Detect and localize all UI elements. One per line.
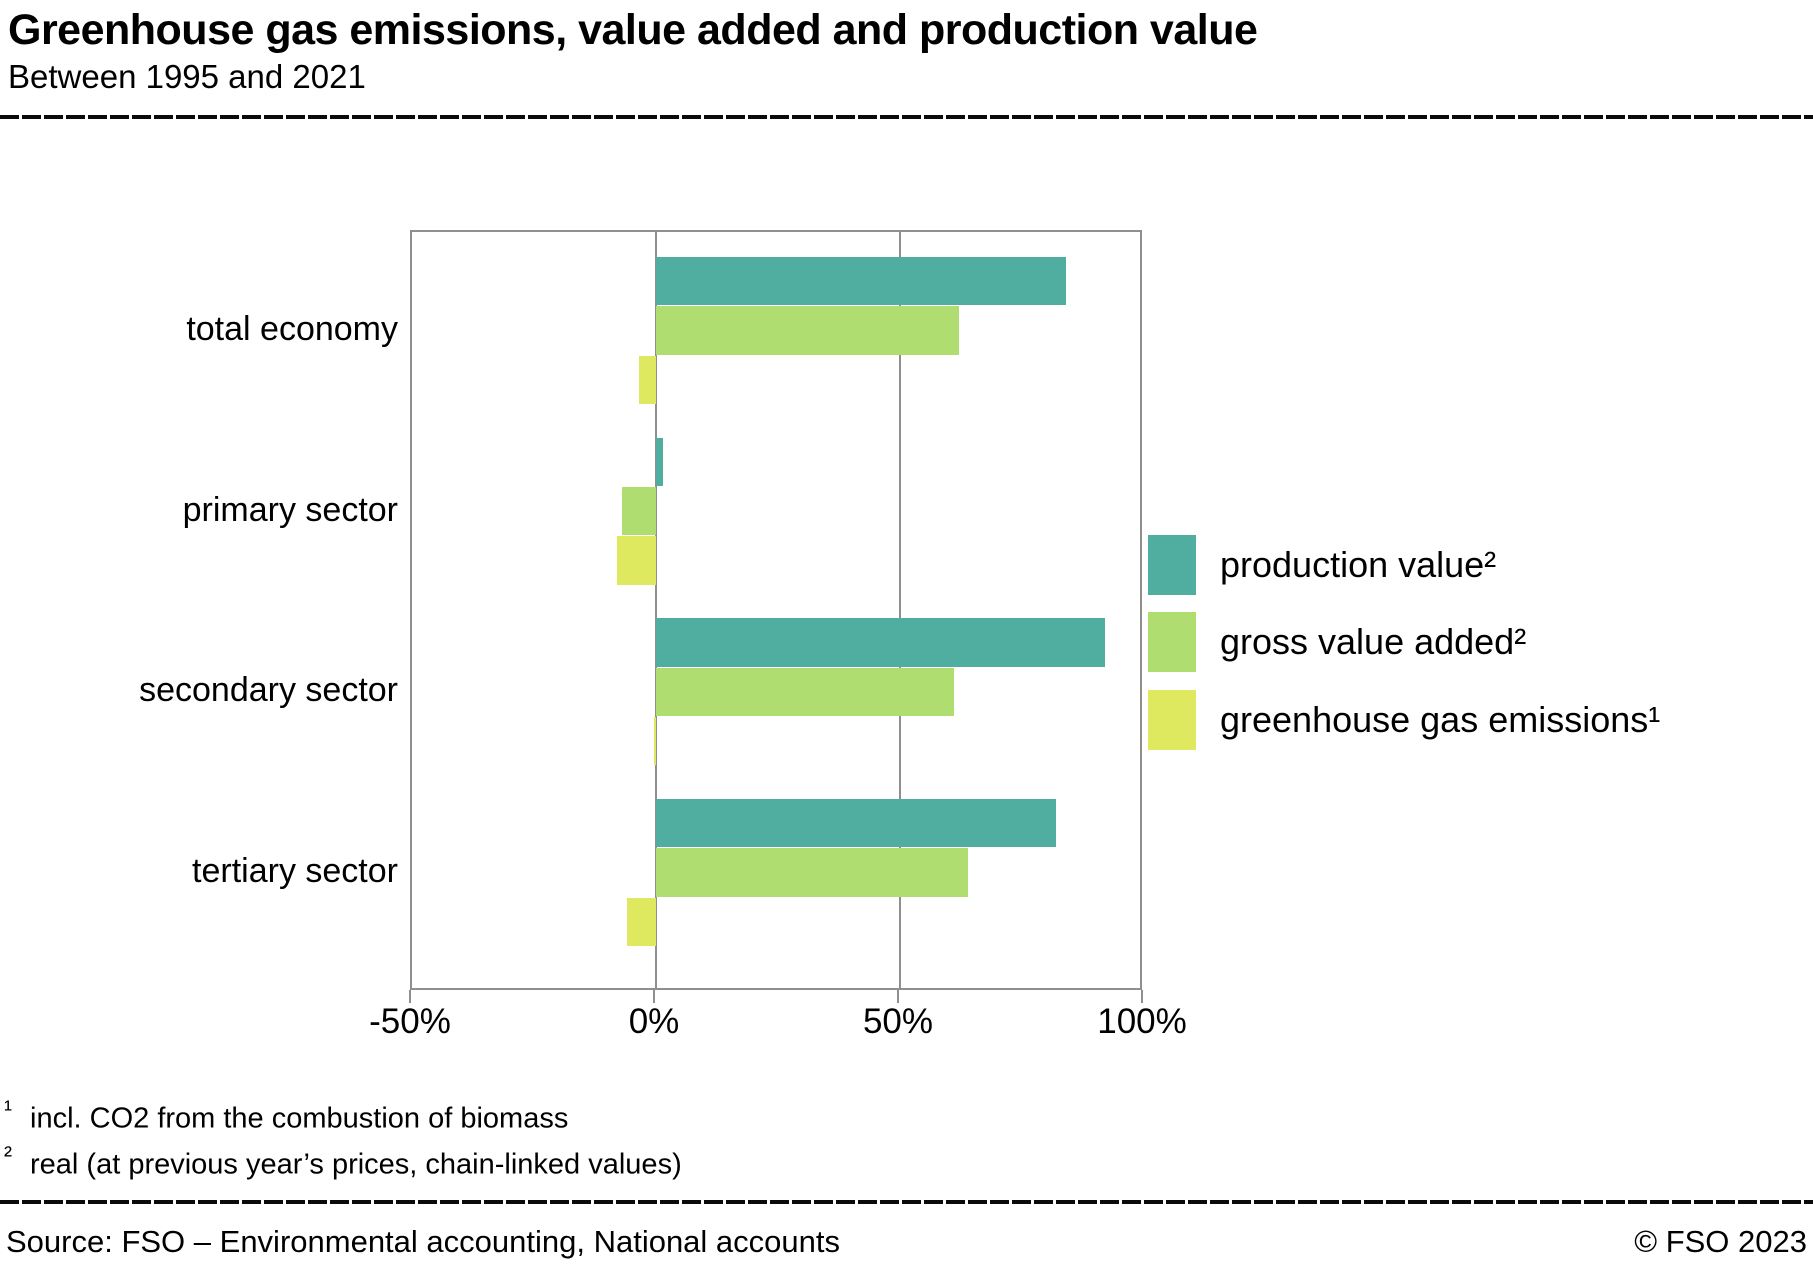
- footnote-2: ² real (at previous year’s prices, chain-…: [4, 1142, 682, 1182]
- bar-secondary-sector-series-2: [653, 717, 656, 766]
- page-title: Greenhouse gas emissions, value added an…: [8, 6, 1258, 54]
- footer-divider: [0, 1200, 1813, 1204]
- bar-secondary-sector-series-0: [656, 618, 1105, 667]
- copyright-text: © FSO 2023: [1634, 1224, 1807, 1259]
- source-text: Source: FSO – Environmental accounting, …: [6, 1224, 841, 1259]
- bar-primary-sector-series-0: [656, 437, 664, 486]
- x-tick-label-0: 0%: [628, 1002, 680, 1041]
- bar-tertiary-sector-series-1: [656, 848, 969, 897]
- legend-label: production value²: [1220, 544, 1497, 585]
- header-divider: [0, 115, 1813, 119]
- footnote-marker: ²: [4, 1142, 12, 1169]
- category-label-primary-sector: primary sector: [182, 490, 398, 529]
- bar-tertiary-sector-series-2: [626, 897, 656, 946]
- page-subtitle: Between 1995 and 2021: [8, 58, 366, 95]
- bar-secondary-sector-series-1: [656, 667, 954, 716]
- bar-total-economy-series-2: [638, 355, 656, 404]
- x-tick-label--50: -50%: [369, 1002, 451, 1041]
- bar-primary-sector-series-1: [621, 487, 656, 536]
- gridline-50: [899, 232, 901, 988]
- footnote-marker: ¹: [4, 1096, 12, 1123]
- legend-label: gross value added²: [1220, 621, 1527, 662]
- greenhouse-gas-emissions-swatch: [1148, 690, 1196, 750]
- x-tick-0: [653, 990, 655, 1003]
- x-tick-50: [897, 990, 899, 1003]
- bar-total-economy-series-0: [656, 257, 1066, 306]
- category-label-secondary-sector: secondary sector: [139, 671, 398, 710]
- gross-value-added-swatch: [1148, 612, 1196, 672]
- legend-label: greenhouse gas emissions¹: [1220, 699, 1661, 740]
- x-tick-100: [1141, 990, 1143, 1003]
- production-value-swatch: [1148, 535, 1196, 595]
- x-tick-label-100: 100%: [1097, 1002, 1187, 1041]
- footnote-text: real (at previous year’s prices, chain-l…: [30, 1148, 682, 1181]
- category-label-total-economy: total economy: [186, 309, 398, 348]
- footnote-text: incl. CO2 from the combustion of biomass: [30, 1102, 569, 1135]
- x-tick-label-50: 50%: [862, 1002, 934, 1041]
- bar-total-economy-series-1: [656, 306, 959, 355]
- x-tick--50: [409, 990, 411, 1003]
- category-label-tertiary-sector: tertiary sector: [192, 852, 398, 891]
- gridline-0: [655, 232, 657, 988]
- plot-area: [410, 230, 1142, 990]
- footnote-1: ¹ incl. CO2 from the combustion of biomas…: [4, 1096, 568, 1136]
- bar-primary-sector-series-2: [616, 536, 656, 585]
- bar-tertiary-sector-series-0: [656, 799, 1057, 848]
